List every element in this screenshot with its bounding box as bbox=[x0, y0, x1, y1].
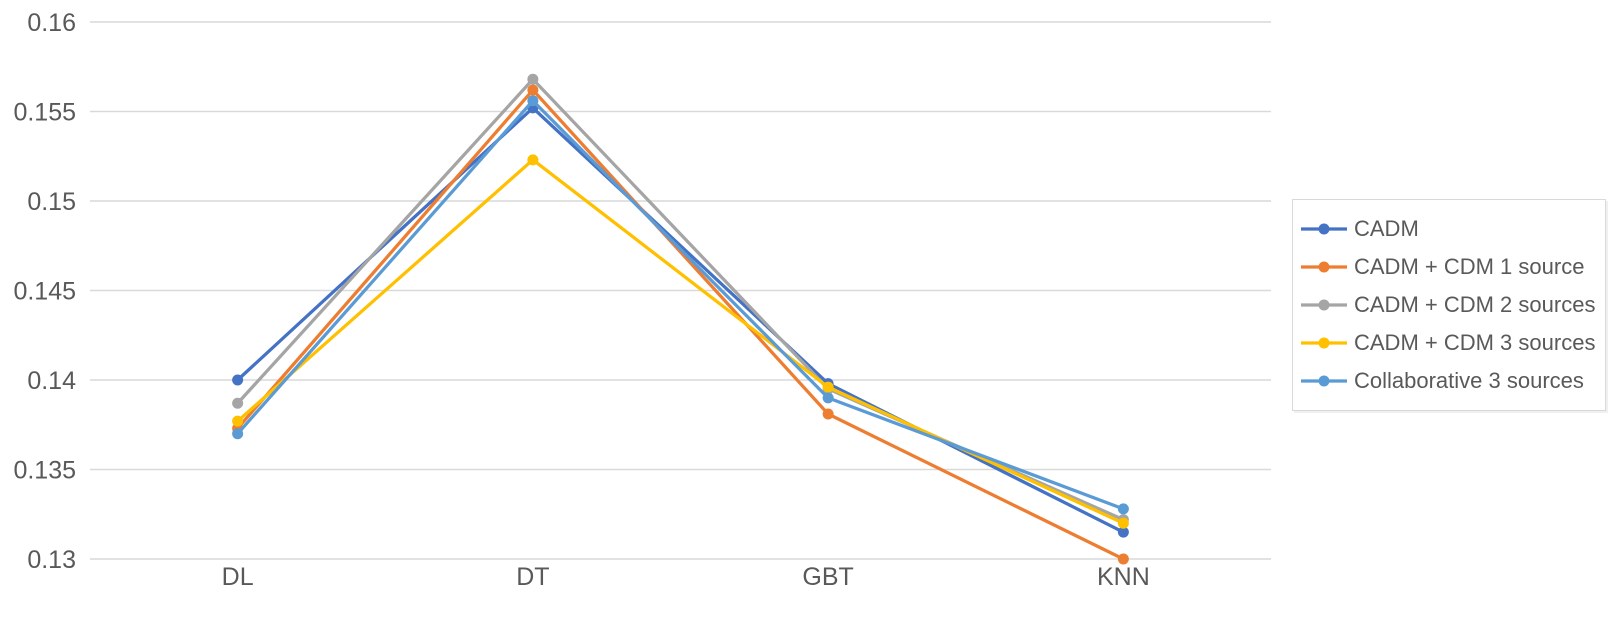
legend-marker-icon bbox=[1301, 337, 1347, 349]
data-point-marker bbox=[1117, 553, 1129, 565]
y-axis-tick-label: 0.16 bbox=[27, 9, 76, 37]
data-point-marker bbox=[527, 73, 539, 85]
y-axis-tick-label: 0.15 bbox=[27, 188, 76, 216]
legend-item: CADM + CDM 1 source bbox=[1301, 256, 1605, 278]
legend: CADM CADM + CDM 1 source CADM + CDM 2 sour… bbox=[1292, 199, 1606, 411]
legend-marker-icon bbox=[1301, 223, 1347, 235]
legend-item: Collaborative 3 sources bbox=[1301, 370, 1605, 392]
y-axis-tick-label: 0.14 bbox=[27, 367, 76, 395]
legend-item: CADM bbox=[1301, 218, 1605, 240]
series-line bbox=[236, 106, 1125, 534]
data-point-marker bbox=[822, 392, 834, 404]
series-line bbox=[236, 158, 1125, 525]
data-point-marker bbox=[527, 154, 539, 166]
legend-item: CADM + CDM 2 sources bbox=[1301, 294, 1605, 316]
series-line bbox=[236, 99, 1124, 511]
legend-item-label: CADM + CDM 2 sources bbox=[1354, 292, 1596, 317]
y-axis-tick-label: 0.145 bbox=[13, 278, 76, 306]
data-point-marker bbox=[527, 84, 539, 96]
series-line bbox=[236, 88, 1125, 561]
data-point-marker bbox=[1117, 517, 1129, 529]
legend-marker-icon bbox=[1301, 375, 1347, 387]
legend-item-label: CADM + CDM 1 source bbox=[1354, 254, 1585, 279]
data-point-marker bbox=[232, 428, 244, 440]
y-axis-tick-label: 0.135 bbox=[13, 457, 76, 485]
legend-marker-icon bbox=[1301, 261, 1347, 273]
legend-marker-icon bbox=[1301, 299, 1347, 311]
legend-item-label: CADM bbox=[1354, 216, 1419, 241]
x-axis-category-label: KNN bbox=[1097, 563, 1150, 591]
y-axis-tick-label: 0.13 bbox=[27, 546, 76, 574]
y-axis-tick-label: 0.155 bbox=[13, 99, 76, 127]
data-point-marker bbox=[232, 374, 244, 386]
legend-item: CADM + CDM 3 sources bbox=[1301, 332, 1605, 354]
data-point-marker bbox=[527, 95, 539, 107]
x-axis-category-label: DT bbox=[516, 563, 549, 591]
x-axis-category-label: GBT bbox=[802, 563, 853, 591]
legend-item-label: Collaborative 3 sources bbox=[1354, 368, 1584, 393]
x-axis-category-label: DL bbox=[222, 563, 254, 591]
data-point-marker bbox=[1117, 526, 1129, 538]
data-point-marker bbox=[822, 408, 834, 420]
legend-item-label: CADM + CDM 3 sources bbox=[1354, 330, 1596, 355]
data-point-marker bbox=[822, 381, 834, 393]
data-point-marker bbox=[232, 415, 244, 427]
data-point-marker bbox=[232, 397, 244, 409]
series-line bbox=[236, 77, 1125, 522]
data-point-marker bbox=[1117, 503, 1129, 515]
